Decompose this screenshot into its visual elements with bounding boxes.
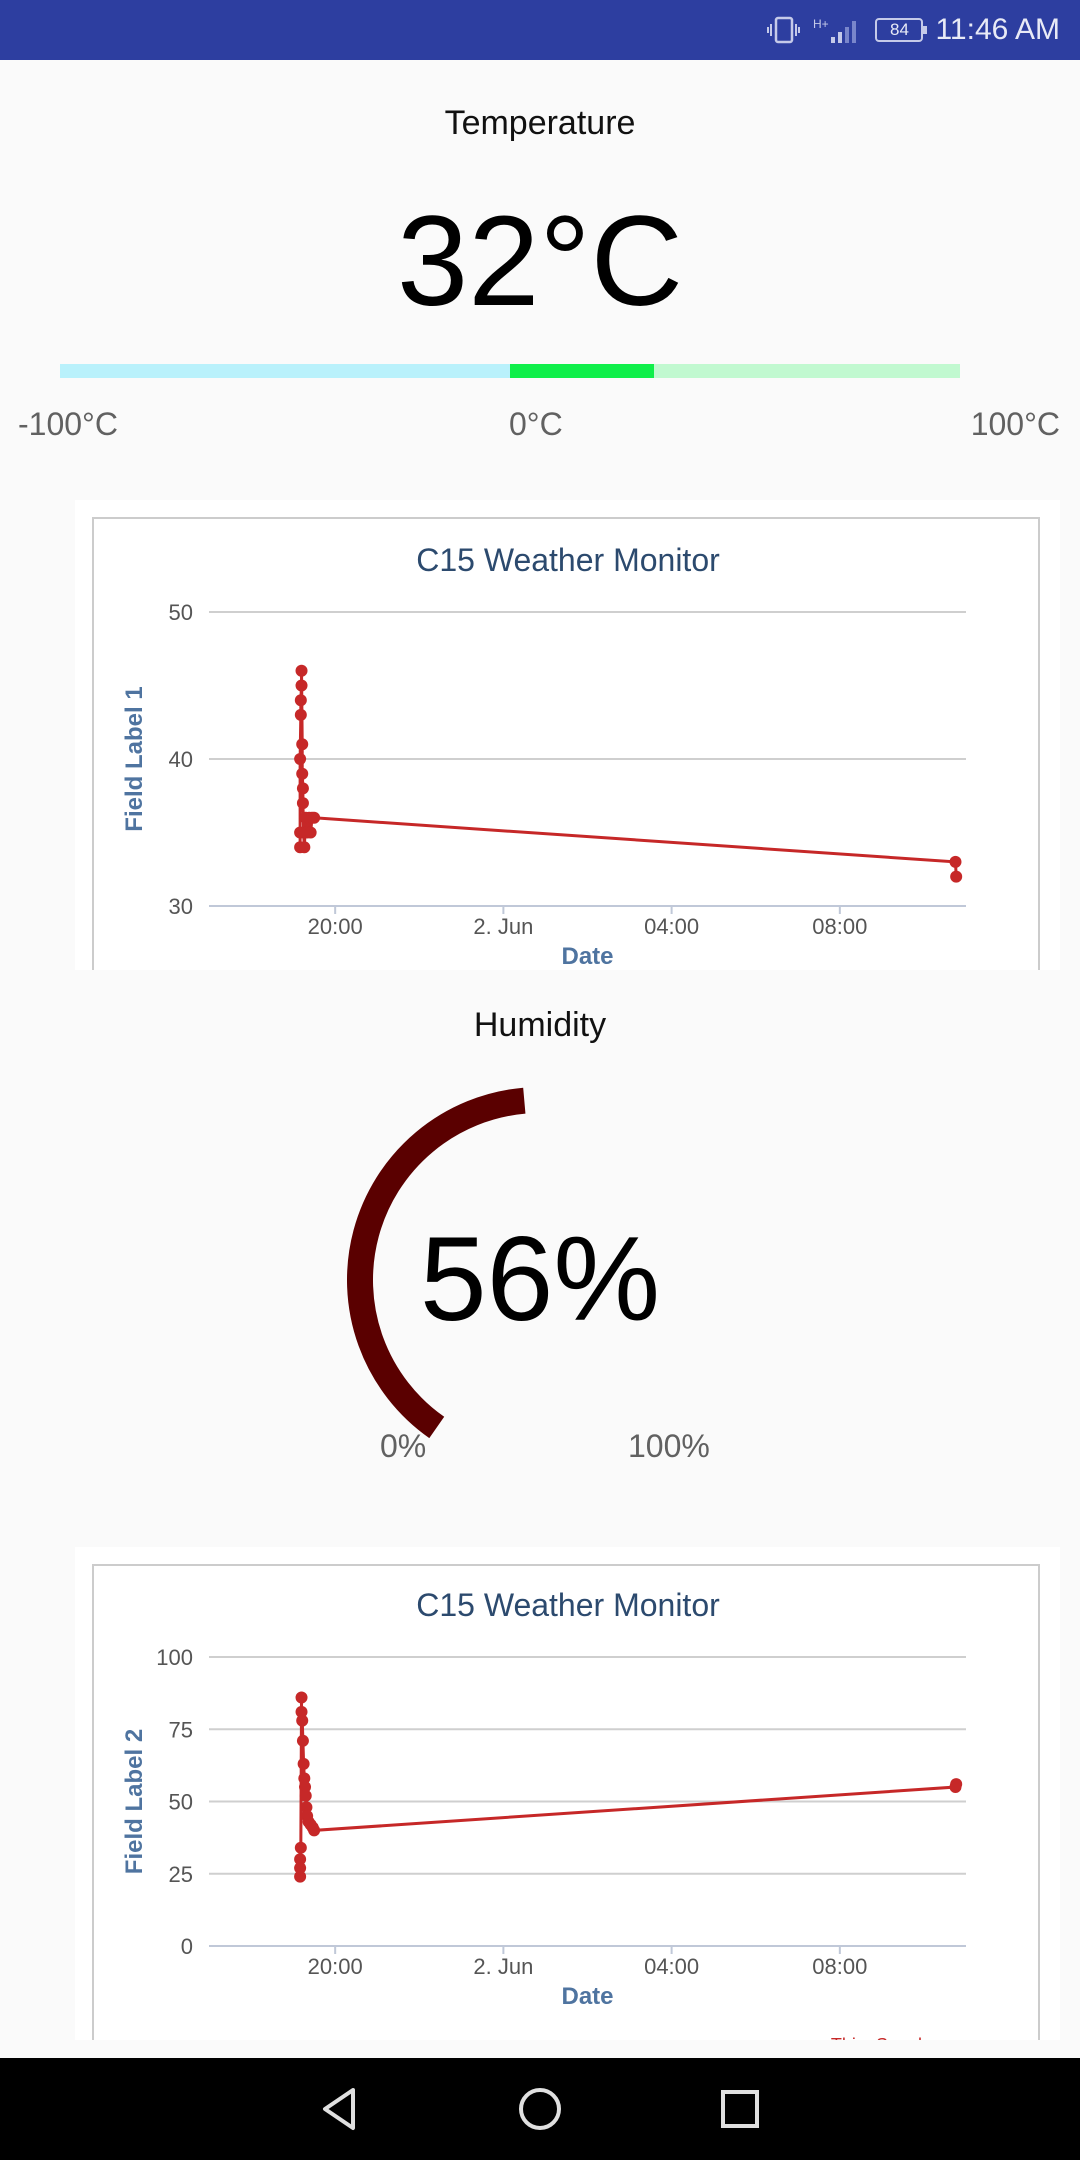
data-point[interactable] (299, 1781, 312, 1794)
humidity-value: 56% (419, 1212, 661, 1346)
data-point[interactable] (300, 1801, 313, 1814)
temperature-title: Temperature (444, 104, 636, 142)
data-point[interactable] (298, 841, 311, 854)
humidity-chart[interactable]: C15 Weather Monitor 0 25 50 75 100 20:00 2. Jun… (94, 1566, 1042, 2040)
temperature-value: 32°C (397, 190, 683, 333)
data-point[interactable] (308, 1824, 321, 1837)
temperature-chart-card[interactable]: C15 Weather Monitor 30 40 50 20:00 2. Jun 04:0… (75, 500, 1060, 970)
data-point[interactable] (294, 1841, 307, 1854)
x-tick-label: 20:00 (308, 1954, 363, 1979)
data-point[interactable] (296, 797, 309, 810)
x-tick-label: 20:00 (308, 914, 363, 939)
signal-icon: H+ (813, 17, 857, 43)
data-point[interactable] (294, 694, 307, 707)
network-type-label: H+ (813, 17, 829, 31)
data-point[interactable] (950, 870, 963, 883)
x-tick-label: 2. Jun (473, 914, 533, 939)
x-tick-label: 08:00 (812, 914, 867, 939)
y-tick-label: 40 (169, 747, 193, 772)
chart-title: C15 Weather Monitor (416, 542, 720, 578)
status-bar: H+ 84 11:46 AM (0, 0, 1080, 60)
battery-icon: 84 (875, 18, 928, 42)
data-point[interactable] (294, 1861, 307, 1874)
clock: 11:46 AM (935, 13, 1060, 46)
series-line (298, 670, 958, 877)
y-tick-label: 75 (169, 1717, 193, 1742)
data-point[interactable] (949, 855, 962, 868)
temperature-bar-remaining (654, 364, 960, 378)
temperature-bar-cold (60, 364, 510, 378)
y-axis-label: Field Label 2 (121, 1729, 148, 1874)
data-point[interactable] (297, 1757, 310, 1770)
x-axis-label: Date (561, 943, 613, 970)
y-tick-label: 0 (181, 1934, 193, 1959)
temperature-min-label: -100°C (18, 406, 118, 442)
data-point[interactable] (294, 1870, 307, 1883)
data-point[interactable] (296, 1714, 309, 1727)
data-point[interactable] (296, 1734, 309, 1747)
data-point[interactable] (295, 679, 308, 692)
data-point[interactable] (294, 708, 307, 721)
series-line (298, 1697, 958, 1877)
data-point[interactable] (299, 1789, 312, 1802)
y-tick-label: 25 (169, 1862, 193, 1887)
chart-frame: C15 Weather Monitor 30 40 50 20:00 2. Jun 04:0… (92, 517, 1040, 970)
data-point[interactable] (296, 767, 309, 780)
data-point[interactable] (295, 664, 308, 677)
y-tick-label: 50 (169, 600, 193, 625)
data-point[interactable] (294, 753, 307, 765)
temperature-bar-level (510, 364, 654, 378)
y-tick-label: 100 (156, 1645, 193, 1670)
data-point[interactable] (950, 1778, 963, 1791)
recents-icon[interactable] (715, 2084, 765, 2134)
humidity-gauge (347, 1087, 526, 1439)
x-tick-label: 2. Jun (473, 1954, 533, 1979)
humidity-max-label: 100% (628, 1428, 710, 1464)
data-point[interactable] (296, 782, 309, 795)
back-icon[interactable] (315, 2084, 365, 2134)
battery-level: 84 (890, 20, 909, 39)
chart-title: C15 Weather Monitor (416, 1587, 720, 1623)
temperature-bar (60, 364, 960, 378)
data-point[interactable] (304, 826, 317, 839)
home-icon[interactable] (515, 2084, 565, 2134)
x-tick-label: 04:00 (644, 1954, 699, 1979)
x-tick-label: 04:00 (644, 914, 699, 939)
temperature-max-label: 100°C (970, 406, 1060, 442)
vibrate-icon (767, 16, 801, 44)
temperature-zero-label: 0°C (509, 406, 563, 442)
x-axis-label: Date (561, 1983, 613, 2010)
humidity-chart-card[interactable]: C15 Weather Monitor 0 25 50 75 100 20:00 2. Jun… (75, 1547, 1060, 2040)
data-point[interactable] (298, 1772, 311, 1785)
humidity-title: Humidity (473, 1006, 607, 1044)
x-tick-label: 08:00 (812, 1954, 867, 1979)
data-point[interactable] (295, 1691, 308, 1704)
y-axis-label: Field Label 1 (121, 686, 148, 831)
y-tick-label: 30 (169, 894, 193, 919)
data-point[interactable] (294, 1853, 307, 1866)
data-point[interactable] (296, 738, 309, 751)
data-point[interactable] (308, 811, 321, 824)
y-tick-label: 50 (169, 1790, 193, 1815)
navigation-bar (0, 2058, 1080, 2160)
data-point[interactable] (295, 1705, 308, 1718)
chart-frame: C15 Weather Monitor 0 25 50 75 100 20:00 2. Jun… (92, 1564, 1040, 2040)
humidity-gauge-arc (347, 1087, 526, 1439)
temperature-chart[interactable]: C15 Weather Monitor 30 40 50 20:00 2. Jun 04:0… (94, 519, 1042, 970)
humidity-min-label: 0% (380, 1428, 427, 1464)
chart-credit-link[interactable]: ThingSpeak.com (831, 2035, 966, 2040)
